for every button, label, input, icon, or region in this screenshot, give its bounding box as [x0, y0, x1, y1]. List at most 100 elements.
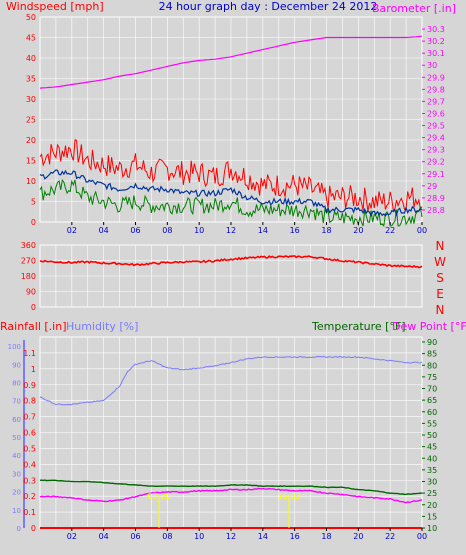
direction-tick-label: 360: [21, 241, 36, 250]
sunset-label: 16:03: [277, 492, 300, 501]
windspeed-tick-label: 5: [31, 198, 36, 207]
windspeed-tick-label: 0: [31, 218, 36, 227]
temperature-tick-label: 80: [427, 361, 437, 370]
direction-tick-label: 270: [21, 257, 36, 266]
wind-direction-panel: 0 90 180 270 360: [21, 241, 423, 312]
temperature-tick-label: 30: [427, 478, 437, 487]
direction-letter-n-bottom: N: [436, 303, 445, 317]
humidity-tick-label: 30: [12, 470, 21, 478]
x-tick-label: 04: [99, 532, 109, 541]
x-tick-label: 14: [258, 532, 268, 541]
windspeed-gust-line: [39, 139, 423, 213]
x-tick-label: 08: [162, 226, 172, 235]
windspeed-tick-label: 15: [26, 157, 36, 166]
temperature-tick-label: 20: [427, 501, 437, 510]
rainfall-tick-label: 0.3: [23, 476, 36, 485]
rainfall-tick-label: 0.1: [23, 508, 36, 517]
rainfall-tick-label: 0.8: [23, 397, 36, 406]
x-tick-label: 06: [130, 532, 140, 541]
temperature-tick-label: 65: [427, 396, 437, 405]
humidity-tick-label: 80: [12, 379, 21, 387]
barometer-tick-label: 29.1: [427, 170, 445, 179]
rainfall-label: Rainfall [.in]: [0, 320, 67, 333]
direction-letter-e: E: [436, 287, 444, 301]
temperature-tick-label: 85: [427, 350, 437, 359]
humidity-tick-label: 0: [17, 525, 21, 533]
direction-letter-w: W: [434, 255, 446, 269]
temperature-tick-label: 35: [427, 466, 437, 475]
x-tick-label: 10: [194, 532, 204, 541]
barometer-tick-label: 29.8: [427, 85, 445, 94]
barometer-tick-label: 29.6: [427, 109, 445, 118]
humidity-label: Humidity [%]: [66, 320, 138, 333]
direction-tick-label: 90: [26, 288, 36, 297]
temperature-tick-label: 45: [427, 443, 437, 452]
rainfall-tick-label: 1: [31, 365, 36, 374]
barometer-tick-label: 29.2: [427, 158, 445, 167]
barometer-tick-label: 29.3: [427, 146, 445, 155]
windspeed-tick-label: 45: [26, 34, 36, 43]
barometer-tick-label: 29.5: [427, 122, 445, 131]
barometer-tick-label: 29.4: [427, 134, 445, 143]
humidity-tick-label: 90: [12, 361, 21, 369]
humidity-tick-label: 10: [12, 507, 21, 515]
x-tick-label: 18: [321, 532, 331, 541]
sunrise-label: 07:20: [147, 492, 170, 501]
temperature-tick-label: 50: [427, 431, 437, 440]
barometer-tick-label: 30.2: [427, 37, 445, 46]
rainfall-tick-label: 0.2: [23, 492, 36, 501]
rainfall-tick-label: 0.6: [23, 429, 36, 438]
x-tick-label: 02: [67, 532, 77, 541]
barometer-tick-label: 30.1: [427, 49, 445, 58]
x-tick-label: 18: [321, 226, 331, 235]
rainfall-tick-label: 0.7: [23, 413, 36, 422]
humidity-tick-label: 40: [12, 452, 21, 460]
direction-tick-label: 180: [21, 272, 36, 281]
rainfall-tick-label: 0: [31, 524, 36, 533]
x-tick-label: 22: [385, 226, 395, 235]
chart-title: 24 hour graph day : December 24 2012: [159, 0, 378, 13]
x-tick-label: 16: [290, 532, 300, 541]
windspeed-average-line: [39, 169, 423, 218]
rainfall-tick-label: 0.5: [23, 444, 36, 453]
humidity-line: [39, 355, 423, 406]
x-tick-label: 12: [226, 226, 236, 235]
temperature-line: [39, 479, 423, 496]
temperature-label: Temperature [°F]: [311, 320, 406, 333]
x-tick-label: 12: [226, 532, 236, 541]
dewpoint-line: [39, 487, 422, 504]
rainfall-tick-label: 0.9: [23, 381, 36, 390]
wind-barometer-panel: 0 5 10 15 20 25 30 35 40 45 50 28.8 28.9 29 29.1 29.2 29…: [26, 13, 445, 235]
direction-tick-label: 0: [31, 303, 36, 312]
x-tick-label: 10: [194, 226, 204, 235]
humidity-tick-label: 100: [8, 343, 21, 351]
barometer-tick-label: 28.8: [427, 206, 445, 215]
x-tick-label: 16: [290, 226, 300, 235]
windspeed-label: Windspeed [mph]: [6, 0, 104, 13]
dewpoint-label: Dew Point [°F]: [392, 320, 466, 333]
barometer-tick-label: 29.7: [427, 97, 445, 106]
barometer-label: Barometer [.in]: [372, 2, 456, 15]
x-tick-label: 06: [130, 226, 140, 235]
temperature-tick-label: 90: [427, 338, 437, 347]
x-tick-label: 20: [353, 226, 363, 235]
temperature-tick-label: 40: [427, 454, 437, 463]
temperature-tick-label: 70: [427, 385, 437, 394]
barometer-tick-label: 28.9: [427, 194, 445, 203]
barometer-tick-label: 30.3: [427, 25, 445, 34]
windspeed-tick-label: 20: [26, 136, 36, 145]
windspeed-tick-label: 40: [26, 54, 36, 63]
x-tick-label: 08: [162, 532, 172, 541]
windspeed-tick-label: 25: [26, 116, 36, 125]
x-tick-label: 02: [67, 226, 77, 235]
direction-letter-s: S: [436, 271, 444, 285]
barometer-tick-label: 30: [427, 61, 437, 70]
temperature-tick-label: 10: [427, 524, 437, 533]
temperature-tick-label: 15: [427, 512, 437, 521]
temperature-tick-label: 60: [427, 408, 437, 417]
temperature-tick-label: 75: [427, 373, 437, 382]
temperature-tick-label: 25: [427, 489, 437, 498]
windspeed-tick-label: 10: [26, 177, 36, 186]
rain-humidity-temperature-panel: 010203040506070809010000.10.20.30.40.50.…: [8, 336, 437, 541]
